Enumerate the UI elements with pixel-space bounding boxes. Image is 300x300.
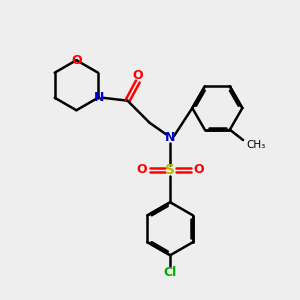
Text: Cl: Cl: [164, 266, 177, 279]
Text: N: N: [94, 91, 104, 104]
Text: O: O: [136, 164, 147, 176]
Text: O: O: [194, 164, 204, 176]
Text: CH₃: CH₃: [246, 140, 265, 150]
Text: S: S: [165, 163, 175, 177]
Text: O: O: [133, 69, 143, 82]
Text: N: N: [165, 131, 175, 144]
Text: O: O: [71, 54, 82, 67]
